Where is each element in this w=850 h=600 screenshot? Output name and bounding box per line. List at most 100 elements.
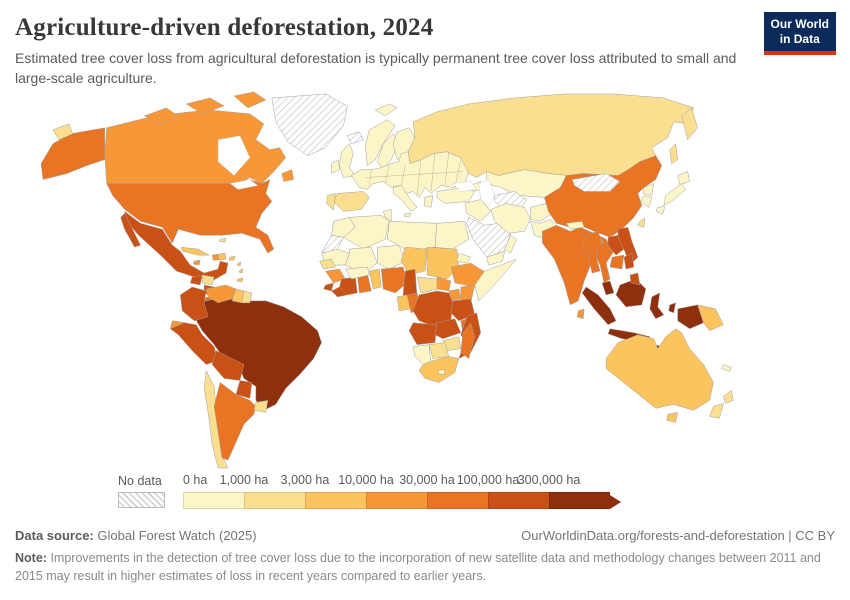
country-southsudan[interactable]: [436, 276, 452, 292]
country-usa-alaska[interactable]: [40, 127, 105, 180]
country-italy-sicily[interactable]: [403, 213, 412, 218]
country-russia-chukotka[interactable]: [52, 123, 74, 141]
country-oman[interactable]: [504, 235, 517, 254]
country-papuanewguinea[interactable]: [697, 304, 724, 332]
legend-segment-5[interactable]: 30,000 ha: [399, 473, 488, 510]
country-mexico[interactable]: [124, 211, 229, 282]
country-japan-hokkaido[interactable]: [677, 171, 690, 185]
country-car[interactable]: [416, 276, 440, 294]
country-indonesia-moluccas[interactable]: [668, 302, 676, 314]
legend-swatch-5[interactable]: [427, 492, 488, 510]
country-chad[interactable]: [400, 247, 428, 276]
country-algeria[interactable]: [343, 215, 390, 250]
country-usa[interactable]: [106, 179, 275, 254]
country-uruguay[interactable]: [253, 400, 269, 413]
legend-segment-7[interactable]: 300,000 ha: [518, 473, 610, 510]
country-taiwan[interactable]: [637, 218, 646, 228]
country-paraguay[interactable]: [235, 380, 253, 399]
country-senegal[interactable]: [319, 259, 336, 270]
owid-logo[interactable]: Our World in Data: [763, 12, 836, 55]
country-bahamas[interactable]: [218, 238, 227, 243]
country-greece[interactable]: [423, 195, 434, 208]
country-norway[interactable]: [365, 119, 396, 167]
country-mongolia[interactable]: [571, 173, 621, 192]
country-mexico-baja[interactable]: [120, 213, 141, 248]
country-greenland[interactable]: [271, 93, 348, 157]
country-canada-arctic-1[interactable]: [144, 107, 179, 125]
country-uk[interactable]: [339, 143, 356, 178]
country-angola[interactable]: [408, 322, 438, 346]
legend-nodata-swatch[interactable]: [118, 492, 165, 509]
country-russia-kamchatka[interactable]: [681, 107, 698, 141]
country-indonesia-sumatra[interactable]: [581, 286, 617, 326]
country-sierraleone[interactable]: [323, 282, 334, 292]
country-iraqlevant[interactable]: [464, 199, 491, 222]
legend-swatch-1[interactable]: [183, 492, 244, 510]
country-suriname[interactable]: [241, 290, 253, 304]
country-togobenin[interactable]: [369, 268, 382, 290]
country-cambodia[interactable]: [609, 255, 625, 270]
country-malaysia[interactable]: [601, 280, 615, 296]
country-afghanistan[interactable]: [530, 203, 553, 222]
country-lesserantilles-2[interactable]: [238, 268, 244, 274]
attribution-link[interactable]: OurWorldinData.org/forests-and-deforesta…: [521, 528, 835, 544]
legend-segment-3[interactable]: 3,000 ha: [281, 473, 366, 510]
country-svalbard[interactable]: [375, 103, 398, 117]
legend-swatch-4[interactable]: [366, 492, 427, 510]
country-australia-tasmania[interactable]: [666, 412, 678, 423]
country-canada-arctic-2[interactable]: [186, 97, 225, 115]
country-canada-newfoundland[interactable]: [281, 169, 294, 182]
country-venezuela[interactable]: [205, 284, 237, 304]
country-madagascar[interactable]: [460, 322, 475, 360]
legend-segment-1[interactable]: 0 ha: [183, 473, 244, 510]
country-southafrica[interactable]: [418, 356, 460, 383]
country-philippines-mindanao[interactable]: [629, 272, 641, 286]
country-eritrea[interactable]: [456, 253, 472, 264]
country-burkinafaso[interactable]: [345, 267, 370, 280]
country-lesserantilles-1[interactable]: [236, 262, 242, 267]
country-japan-honshu[interactable]: [663, 183, 686, 206]
country-vietnam[interactable]: [617, 227, 639, 266]
legend-nodata[interactable]: No data: [118, 474, 165, 509]
country-portugal[interactable]: [326, 193, 336, 211]
country-somalia[interactable]: [474, 259, 517, 302]
legend-swatch-7[interactable]: [549, 492, 610, 510]
legend-swatch-6[interactable]: [488, 492, 549, 510]
country-srilanka[interactable]: [576, 308, 585, 320]
country-guatemala[interactable]: [189, 274, 203, 286]
country-egypt[interactable]: [434, 221, 470, 250]
country-northkorea[interactable]: [642, 183, 655, 196]
country-zambia[interactable]: [434, 318, 462, 340]
country-brazil[interactable]: [193, 296, 322, 411]
country-niger[interactable]: [377, 245, 406, 270]
country-indonesia-westpapua[interactable]: [677, 304, 704, 330]
country-namibia[interactable]: [412, 344, 432, 365]
country-puertorico[interactable]: [228, 256, 236, 261]
country-japan-kyushu[interactable]: [655, 206, 665, 215]
country-canada[interactable]: [104, 109, 286, 184]
country-iceland[interactable]: [347, 131, 364, 145]
country-newzealand-south[interactable]: [709, 403, 724, 419]
legend-segment-4[interactable]: 10,000 ha: [338, 473, 427, 510]
country-argentina[interactable]: [213, 382, 257, 461]
country-indonesia-sulawesi[interactable]: [649, 292, 664, 320]
country-canada-arctic-3[interactable]: [233, 91, 267, 109]
legend-segment-2[interactable]: 1,000 ha: [220, 473, 305, 510]
country-italy[interactable]: [392, 185, 418, 212]
country-russia-sakhalin[interactable]: [669, 143, 678, 165]
legend-segment-6[interactable]: 100,000 ha: [457, 473, 549, 510]
country-ireland[interactable]: [331, 159, 340, 174]
legend-swatch-2[interactable]: [244, 492, 305, 510]
country-dominicanrepublic[interactable]: [217, 253, 227, 261]
country-nigeria[interactable]: [380, 267, 408, 294]
country-spain[interactable]: [333, 191, 370, 212]
country-colombia[interactable]: [180, 286, 209, 322]
country-cuba[interactable]: [181, 247, 210, 256]
country-iran[interactable]: [490, 203, 531, 234]
country-myanmar[interactable]: [581, 231, 603, 274]
country-newzealand-north[interactable]: [723, 390, 734, 404]
country-nepal[interactable]: [566, 221, 585, 230]
country-honduras[interactable]: [201, 274, 215, 286]
country-australia[interactable]: [605, 328, 714, 411]
country-trinidad[interactable]: [236, 277, 244, 283]
